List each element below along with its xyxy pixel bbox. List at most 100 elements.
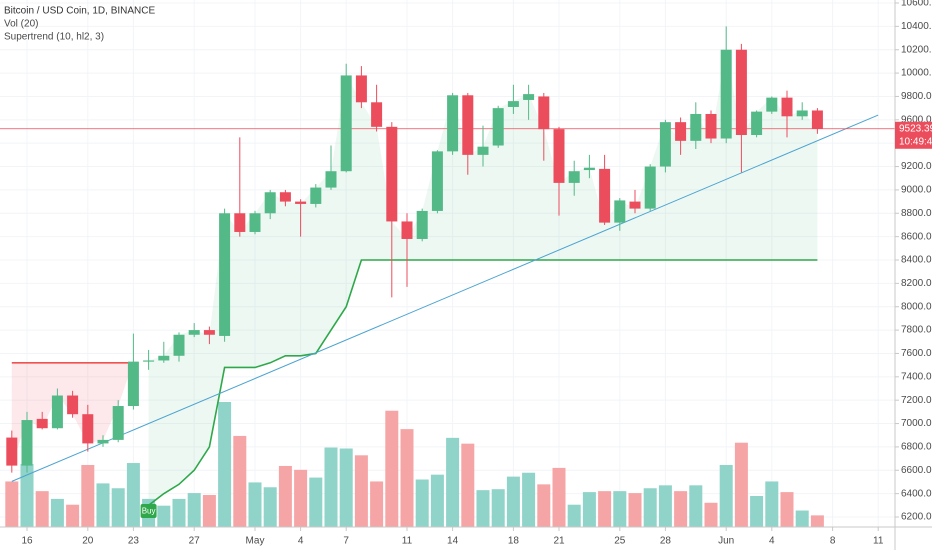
- candle-body: [811, 110, 823, 129]
- volume-bar: [157, 505, 171, 527]
- volume-bar: [278, 465, 292, 527]
- candle-body: [568, 171, 580, 183]
- candle-body: [507, 101, 519, 107]
- volume-bar: [187, 493, 201, 527]
- candle-body: [431, 151, 443, 211]
- volume-bar: [734, 442, 748, 527]
- y-tick-label: 6200.00: [901, 512, 932, 523]
- candle-body: [82, 414, 94, 444]
- candle-body: [127, 361, 139, 407]
- candle-body: [310, 187, 322, 204]
- candle-body: [355, 75, 367, 103]
- candle-body: [462, 95, 474, 155]
- x-tick-label: 11: [873, 536, 884, 547]
- trendline: [11, 114, 879, 482]
- candle-body: [629, 201, 641, 209]
- buy-signal-label: Buy: [142, 507, 156, 516]
- candle-body: [416, 210, 428, 239]
- candle-body: [401, 221, 413, 239]
- volume-bar: [765, 481, 779, 527]
- candle-body: [279, 192, 291, 202]
- volume-bar: [674, 491, 688, 527]
- volume-bar: [218, 402, 232, 527]
- candle-body: [644, 166, 656, 209]
- x-tick-label: 21: [553, 536, 565, 547]
- x-tick-label: 20: [82, 536, 94, 547]
- y-tick-label: 9800.00: [901, 91, 932, 102]
- x-tick-label: 18: [508, 536, 520, 547]
- candle-body: [295, 201, 307, 204]
- y-tick-label: 9600.00: [901, 114, 932, 125]
- volume-bar: [537, 484, 551, 527]
- volume-bar: [522, 472, 536, 527]
- y-tick-label: 10200.00: [901, 44, 932, 55]
- volume-bar: [658, 485, 672, 527]
- candle-body: [67, 395, 79, 415]
- volume-bar: [598, 491, 612, 527]
- supertrend-fill: [148, 49, 818, 506]
- y-tick-label: 8200.00: [901, 278, 932, 289]
- volume-bar: [461, 443, 475, 527]
- candle-body: [188, 330, 200, 335]
- x-tick-label: May: [246, 536, 265, 547]
- candle-body: [690, 113, 702, 141]
- y-tick-label: 6600.00: [901, 465, 932, 476]
- volume-bar: [795, 510, 809, 527]
- volume-bar: [552, 467, 566, 527]
- volume-bar: [689, 485, 703, 527]
- candle-body: [675, 122, 687, 141]
- volume-bar: [810, 515, 824, 527]
- x-tick-label: 14: [447, 536, 459, 547]
- candle-body: [249, 213, 261, 232]
- y-tick-label: 9000.00: [901, 185, 932, 196]
- volume-bar: [202, 495, 216, 527]
- volume-bar: [5, 481, 19, 527]
- x-tick-label: 25: [614, 536, 626, 547]
- candle-body: [583, 167, 595, 171]
- candle-body: [781, 97, 793, 117]
- candle-body: [51, 395, 63, 429]
- volume-bar: [613, 491, 627, 527]
- volume-bar: [172, 498, 186, 527]
- y-tick-label: 10600.00: [901, 0, 932, 9]
- volume-bar: [354, 455, 368, 527]
- y-tick-label: 8800.00: [901, 208, 932, 219]
- candle-body: [203, 330, 215, 335]
- y-tick-label: 8000.00: [901, 301, 932, 312]
- volume-bar: [582, 492, 596, 527]
- x-tick-label: 4: [298, 536, 304, 547]
- volume-bar: [370, 481, 384, 527]
- y-tick-label: 10400.00: [901, 21, 932, 32]
- y-tick-label: 6800.00: [901, 442, 932, 453]
- countdown-label: 10:49:46: [899, 136, 932, 147]
- candle-body: [340, 75, 352, 172]
- x-tick-label: 28: [660, 536, 672, 547]
- x-tick-label: 8: [830, 536, 836, 547]
- supertrend-line: [148, 259, 818, 506]
- volume-bar: [704, 502, 718, 527]
- volume-bar: [643, 488, 657, 527]
- candle-body: [614, 200, 626, 223]
- volume-bar: [248, 482, 262, 527]
- candle-body: [766, 97, 778, 112]
- candle-body: [705, 113, 717, 139]
- last-price-tag: [895, 121, 932, 149]
- volume-bar: [111, 488, 125, 527]
- volume-bar: [263, 487, 277, 527]
- chart-title: Bitcoin / USD Coin, 1D, BINANCE: [4, 6, 155, 17]
- volume-bar: [294, 469, 308, 527]
- y-tick-label: 7800.00: [901, 325, 932, 336]
- candle-body: [599, 168, 611, 223]
- y-tick-label: 8400.00: [901, 255, 932, 266]
- last-price-label: 9523.39: [899, 123, 932, 134]
- x-tick-label: 11: [402, 536, 413, 547]
- volume-bar: [81, 464, 95, 527]
- candle-body: [371, 102, 383, 127]
- volume-bar: [628, 493, 642, 527]
- y-tick-label: 10000.00: [901, 68, 932, 79]
- volume-bar: [780, 492, 794, 527]
- x-tick-label: 27: [189, 536, 201, 547]
- volume-bar: [719, 464, 733, 527]
- y-tick-label: 6400.00: [901, 488, 932, 499]
